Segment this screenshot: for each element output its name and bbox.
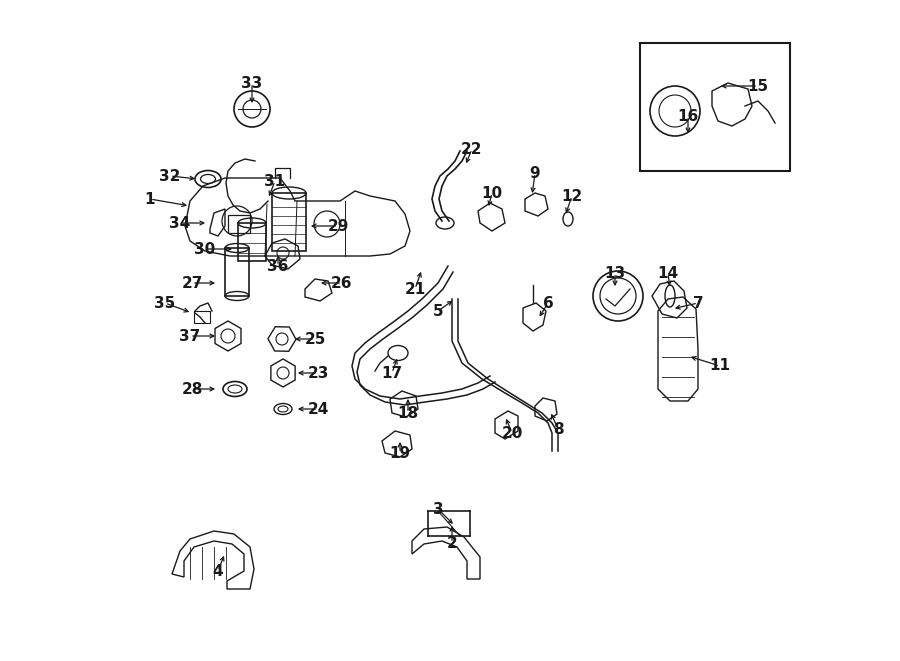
Text: 29: 29 [328,219,348,233]
Text: 8: 8 [553,422,563,436]
Text: 31: 31 [265,173,285,188]
Text: 23: 23 [307,366,328,381]
Text: 18: 18 [398,405,418,420]
Text: 26: 26 [331,276,353,290]
Text: 21: 21 [404,282,426,297]
Text: 16: 16 [678,108,698,124]
Text: 13: 13 [605,266,626,280]
Bar [640,43,790,171]
Text: 5: 5 [433,303,444,319]
Text: 3: 3 [433,502,444,516]
Text: 36: 36 [267,258,289,274]
Text: 15: 15 [747,79,769,93]
Bar [225,248,249,296]
Bar [228,215,250,233]
Text: 19: 19 [390,446,410,461]
Text: 33: 33 [241,75,263,91]
Text: 4: 4 [212,563,223,578]
Bar [238,223,266,261]
Text: 9: 9 [530,165,540,180]
Text: 27: 27 [181,276,202,290]
Text: 34: 34 [169,215,191,231]
Text: 22: 22 [461,141,482,157]
Text: 6: 6 [543,295,553,311]
Text: 25: 25 [304,332,326,346]
Text: 24: 24 [307,401,328,416]
Text: 37: 37 [179,329,201,344]
Text: 17: 17 [382,366,402,381]
Text: 30: 30 [194,241,216,256]
Text: 32: 32 [159,169,181,184]
Text: 1: 1 [145,192,155,206]
Text: 10: 10 [482,186,502,200]
Text: 28: 28 [181,381,202,397]
Bar [272,193,306,251]
Bar [194,311,210,323]
Text: 20: 20 [501,426,523,440]
Text: 11: 11 [709,358,731,373]
Text: 14: 14 [657,266,679,280]
Text: 12: 12 [562,188,582,204]
Text: 7: 7 [693,295,703,311]
Text: 2: 2 [446,535,457,551]
Text: 35: 35 [155,295,176,311]
